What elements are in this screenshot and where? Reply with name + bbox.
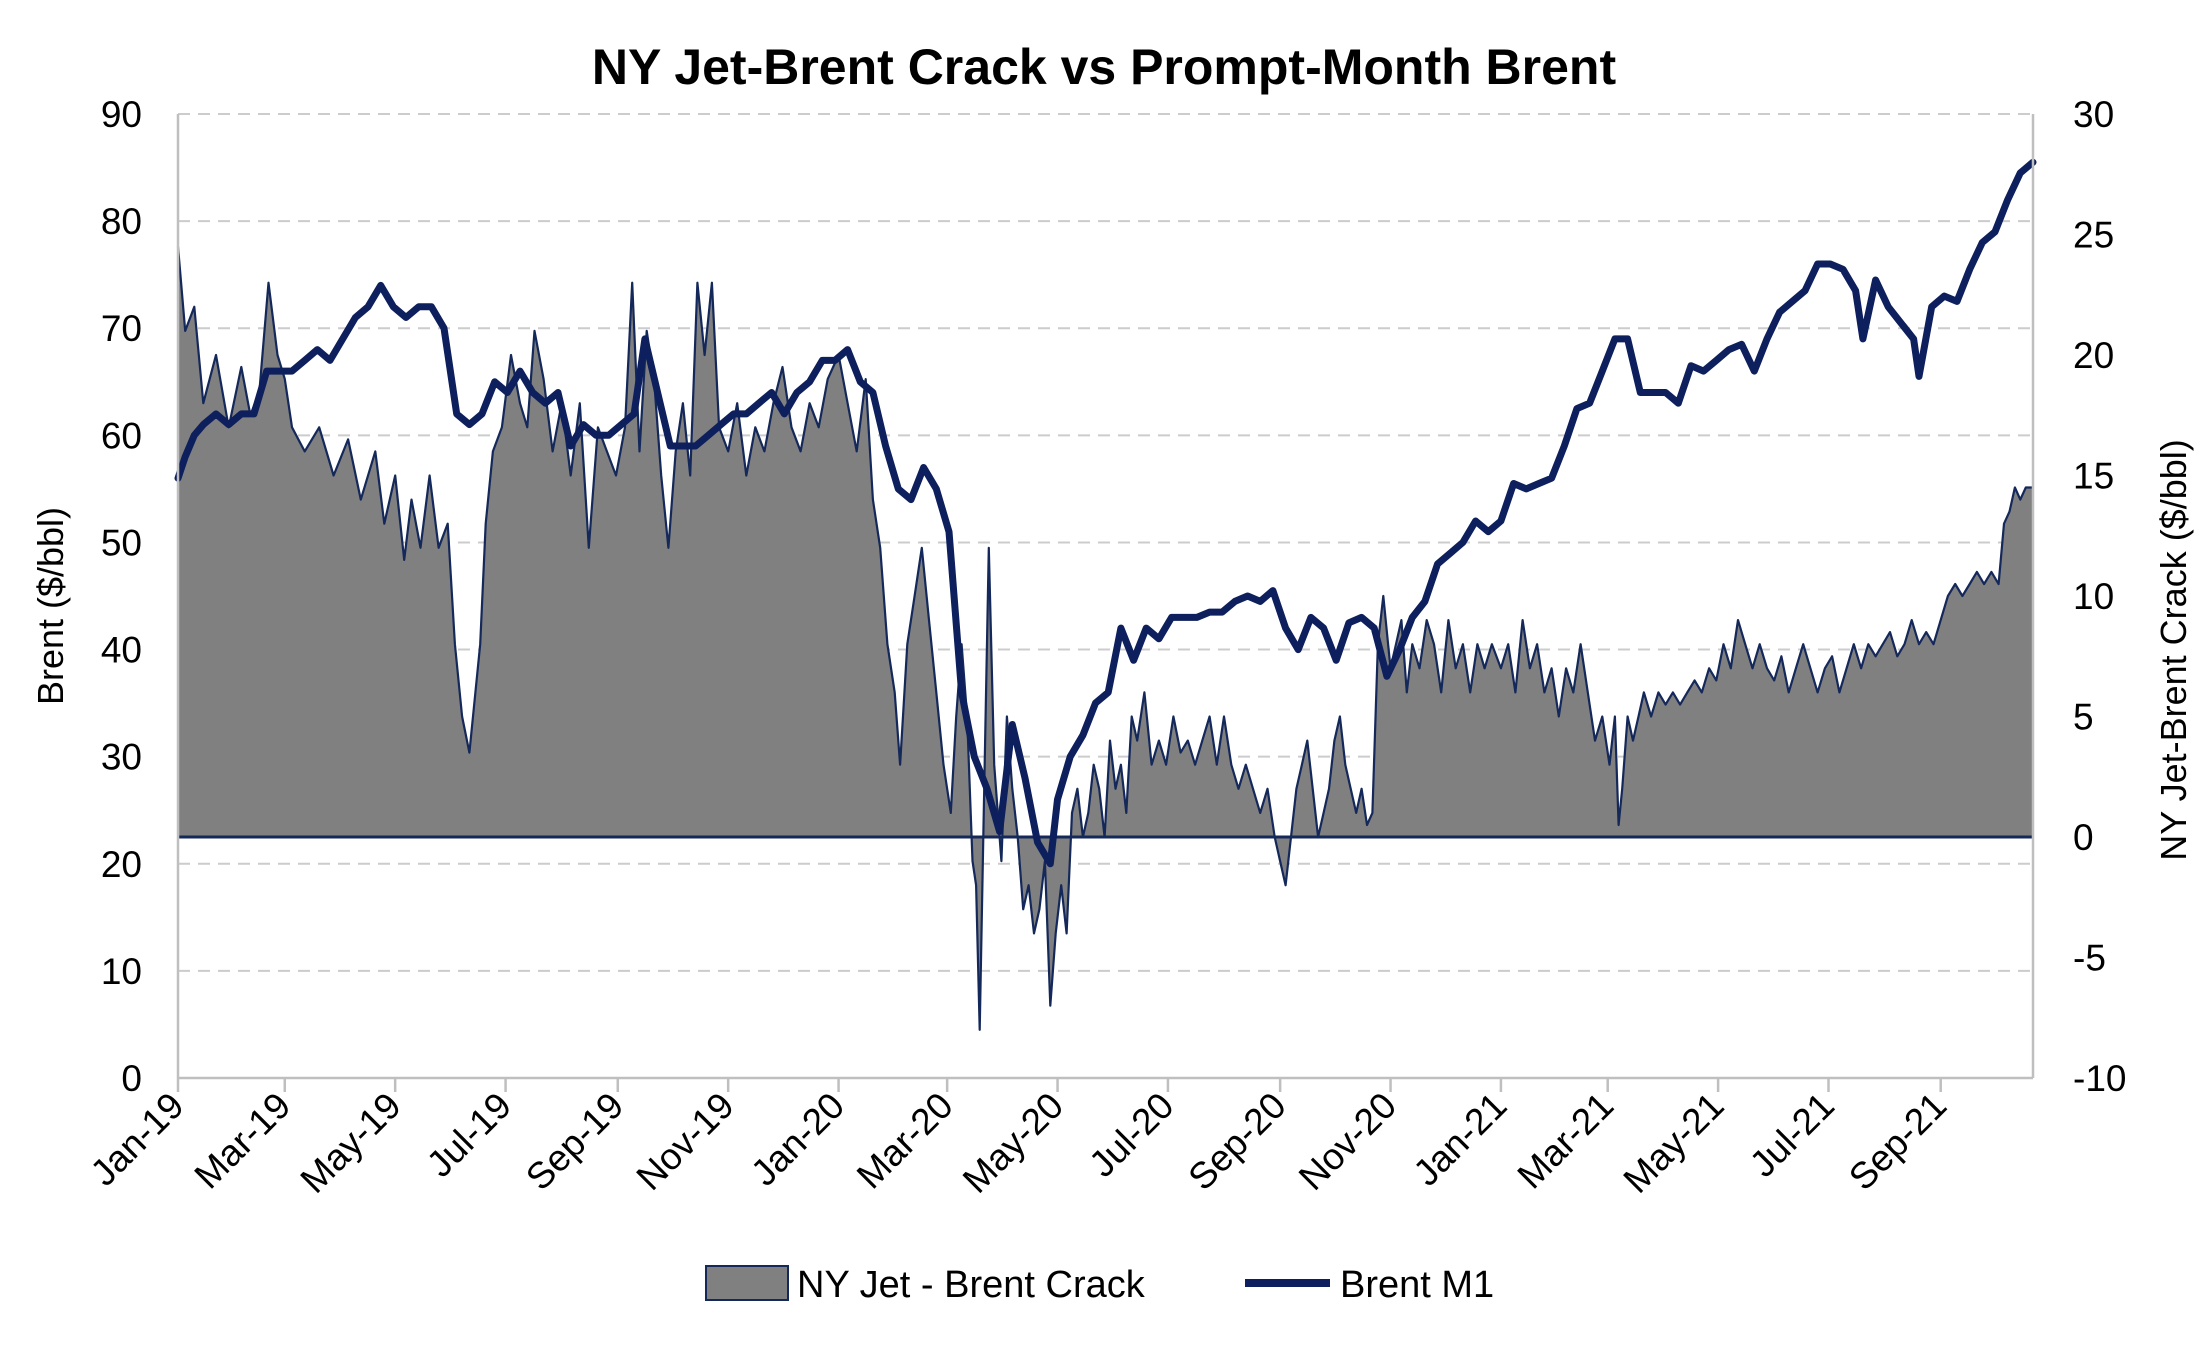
axes bbox=[176, 114, 2035, 1080]
right-tick-label: 5 bbox=[2073, 697, 2094, 738]
left-tick-label: 20 bbox=[101, 844, 142, 885]
x-tick-label: May-20 bbox=[955, 1085, 1071, 1201]
right-tick-label: 30 bbox=[2073, 94, 2114, 135]
left-tick-label: 70 bbox=[101, 308, 142, 349]
right-tick-label: 15 bbox=[2073, 456, 2114, 497]
legend-label-brent: Brent M1 bbox=[1340, 1264, 1494, 1306]
x-tick-label: Mar-20 bbox=[849, 1085, 961, 1197]
right-tick-label: 25 bbox=[2073, 215, 2114, 256]
legend-swatch-crack bbox=[705, 1265, 789, 1301]
x-tick-label: Sep-19 bbox=[518, 1085, 631, 1198]
left-axis-title: Brent ($/bbl) bbox=[30, 507, 71, 705]
x-tick-label: Jul-19 bbox=[419, 1085, 519, 1185]
right-axis-title: NY Jet-Brent Crack ($/bbl) bbox=[2153, 439, 2194, 860]
left-axis-ticks: 0 10 20 30 40 50 60 70 80 90 bbox=[101, 94, 142, 1099]
right-tick-label: -5 bbox=[2073, 938, 2106, 979]
left-tick-label: 30 bbox=[101, 737, 142, 778]
left-tick-label: 80 bbox=[101, 201, 142, 242]
x-tick-label: Mar-19 bbox=[187, 1085, 299, 1197]
series-crack-area bbox=[178, 246, 2033, 1030]
x-tick-label: May-21 bbox=[1616, 1085, 1732, 1201]
right-tick-label: 10 bbox=[2073, 576, 2114, 617]
gridlines bbox=[178, 113, 2033, 972]
x-tick-label: Jul-21 bbox=[1742, 1085, 1842, 1185]
left-tick-label: 40 bbox=[101, 630, 142, 671]
chart-title: NY Jet-Brent Crack vs Prompt-Month Brent bbox=[592, 39, 1617, 95]
brent-line-layer bbox=[174, 158, 2037, 868]
legend-label-crack: NY Jet - Brent Crack bbox=[797, 1264, 1146, 1306]
right-axis-ticks: -10 -5 0 5 10 15 20 25 30 bbox=[2073, 94, 2126, 1099]
right-tick-label: 0 bbox=[2073, 817, 2094, 858]
series-crack-outline bbox=[176, 246, 2033, 1031]
left-tick-label: 90 bbox=[101, 94, 142, 135]
legend: NY Jet - Brent Crack Brent M1 bbox=[705, 1264, 1494, 1306]
right-tick-label: -10 bbox=[2073, 1058, 2126, 1099]
left-tick-label: 10 bbox=[101, 951, 142, 992]
left-tick-label: 0 bbox=[121, 1058, 142, 1099]
x-tick-label: Jan-19 bbox=[83, 1085, 192, 1194]
x-tick-label: Sep-21 bbox=[1841, 1085, 1954, 1198]
x-tick-label: May-19 bbox=[293, 1085, 409, 1201]
x-tick-label: Jan-21 bbox=[1406, 1085, 1515, 1194]
x-tick-label: Nov-20 bbox=[1291, 1085, 1404, 1198]
x-tick-label: Sep-20 bbox=[1180, 1085, 1293, 1198]
right-tick-label: 20 bbox=[2073, 335, 2114, 376]
x-tick-label: Jul-20 bbox=[1081, 1085, 1181, 1185]
x-tick-label: Jan-20 bbox=[743, 1085, 852, 1194]
left-tick-label: 50 bbox=[101, 522, 142, 563]
series-brent-line bbox=[174, 158, 2037, 868]
x-tick-label: Mar-21 bbox=[1509, 1085, 1621, 1197]
left-tick-label: 60 bbox=[101, 415, 142, 456]
crack-area-layer bbox=[176, 246, 2033, 1031]
x-tick-label: Nov-19 bbox=[628, 1085, 741, 1198]
